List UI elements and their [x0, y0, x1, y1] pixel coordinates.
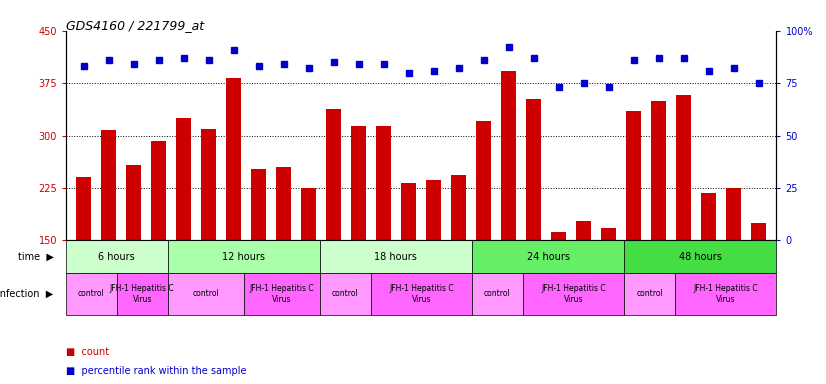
FancyBboxPatch shape	[66, 240, 168, 273]
Bar	[126, 165, 141, 345]
Text: ■  count: ■ count	[66, 347, 109, 357]
Text: 48 hours: 48 hours	[679, 252, 722, 262]
FancyBboxPatch shape	[244, 273, 320, 315]
FancyBboxPatch shape	[320, 273, 371, 315]
Bar	[76, 177, 91, 345]
FancyBboxPatch shape	[168, 273, 244, 315]
Bar	[477, 121, 491, 345]
Bar	[301, 188, 316, 345]
Bar	[426, 180, 441, 345]
FancyBboxPatch shape	[624, 240, 776, 273]
Bar	[101, 130, 116, 345]
Bar	[501, 71, 516, 345]
FancyBboxPatch shape	[675, 273, 776, 315]
Bar	[202, 129, 216, 345]
Bar	[176, 118, 191, 345]
Text: 6 hours: 6 hours	[98, 252, 135, 262]
Bar	[526, 99, 541, 345]
Text: 12 hours: 12 hours	[222, 252, 265, 262]
Bar	[577, 221, 591, 345]
Bar	[151, 141, 166, 345]
FancyBboxPatch shape	[472, 240, 624, 273]
Bar	[451, 175, 467, 345]
Bar	[726, 188, 742, 345]
Text: control: control	[636, 290, 663, 298]
Text: 18 hours: 18 hours	[374, 252, 417, 262]
FancyBboxPatch shape	[116, 273, 168, 315]
Bar	[551, 232, 567, 345]
Text: JFH-1 Hepatitis C
Virus: JFH-1 Hepatitis C Virus	[249, 284, 314, 304]
Bar	[676, 95, 691, 345]
Text: control: control	[78, 290, 105, 298]
Bar	[351, 126, 366, 345]
Text: control: control	[332, 290, 358, 298]
FancyBboxPatch shape	[624, 273, 675, 315]
FancyBboxPatch shape	[320, 240, 472, 273]
FancyBboxPatch shape	[66, 273, 116, 315]
Text: GDS4160 / 221799_at: GDS4160 / 221799_at	[66, 19, 204, 32]
Bar	[601, 228, 616, 345]
Text: control: control	[484, 290, 510, 298]
Bar	[376, 126, 392, 345]
Text: infection  ▶: infection ▶	[0, 289, 54, 299]
Bar	[701, 193, 716, 345]
Text: control: control	[192, 290, 219, 298]
FancyBboxPatch shape	[371, 273, 472, 315]
Bar	[276, 167, 292, 345]
Text: JFH-1 Hepatitis C
Virus: JFH-1 Hepatitis C Virus	[693, 284, 758, 304]
FancyBboxPatch shape	[472, 273, 523, 315]
FancyBboxPatch shape	[168, 240, 320, 273]
Text: ■  percentile rank within the sample: ■ percentile rank within the sample	[66, 366, 247, 376]
Text: JFH-1 Hepatitis C
Virus: JFH-1 Hepatitis C Virus	[389, 284, 453, 304]
Text: time  ▶: time ▶	[17, 252, 54, 262]
Bar	[401, 183, 416, 345]
Bar	[752, 223, 767, 345]
Bar	[652, 101, 667, 345]
Bar	[226, 78, 241, 345]
Text: 24 hours: 24 hours	[527, 252, 570, 262]
Bar	[326, 109, 341, 345]
FancyBboxPatch shape	[523, 273, 624, 315]
Bar	[626, 111, 641, 345]
Text: JFH-1 Hepatitis C
Virus: JFH-1 Hepatitis C Virus	[541, 284, 605, 304]
Bar	[251, 169, 266, 345]
Text: JFH-1 Hepatitis C
Virus: JFH-1 Hepatitis C Virus	[110, 284, 174, 304]
